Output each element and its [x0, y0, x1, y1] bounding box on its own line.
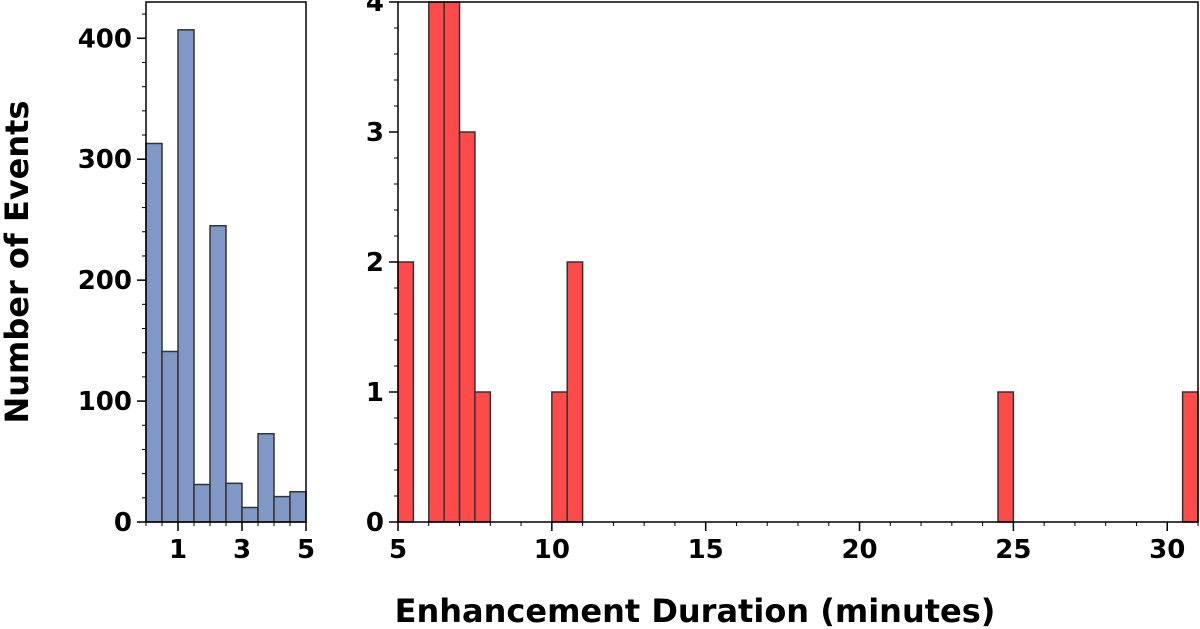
right-histogram-bar-3 [458, 131, 476, 523]
left-histogram-y-tick-label: 100 [78, 387, 132, 417]
right-histogram-bar-8 [1181, 391, 1199, 523]
left-histogram-y-tick-label: 200 [78, 266, 132, 296]
left-histogram-bar-8 [273, 495, 291, 523]
left-histogram-bar-4 [209, 224, 227, 523]
left-histogram-bar-0 [145, 142, 163, 523]
left-histogram-y-tick-label: 300 [78, 145, 132, 175]
right-histogram-x-tick-label: 10 [534, 535, 570, 565]
right-histogram-bar-0 [397, 261, 415, 523]
right-histogram-y-tick-label: 1 [366, 378, 384, 408]
left-histogram-bar-1 [161, 350, 179, 523]
left-histogram-bar-2 [177, 29, 195, 523]
x-axis-title: Enhancement Duration (minutes) [395, 592, 996, 629]
right-histogram-y-tick-label: 4 [366, 0, 384, 18]
left-histogram-x-tick-label: 1 [169, 535, 187, 565]
right-histogram-x-tick-label: 5 [389, 535, 407, 565]
left-histogram-x-tick-label: 5 [297, 535, 315, 565]
right-histogram-panel: 0 1 2 3 4 5 10 15 20 25 30 [366, 0, 1199, 565]
left-histogram-y-tick-label: 0 [114, 508, 132, 538]
right-histogram-bar-5 [551, 391, 568, 523]
left-histogram-bar-6 [241, 506, 259, 523]
right-histogram-x-tick-label: 30 [1149, 535, 1185, 565]
right-histogram-bar-7 [997, 391, 1015, 523]
right-histogram-x-tick-label: 15 [688, 535, 724, 565]
right-histogram-x-tick-label: 20 [841, 535, 877, 565]
right-histogram-bar-4 [474, 391, 492, 523]
right-histogram-bar-1 [428, 1, 445, 523]
left-histogram-bar-7 [257, 432, 275, 523]
right-histogram-bar-2 [443, 1, 461, 523]
y-axis-title: Number of Events [0, 100, 36, 423]
left-histogram-y-tick-label: 400 [78, 24, 132, 54]
right-histogram-frame [397, 1, 1199, 523]
right-histogram-x-tick-label: 25 [995, 535, 1031, 565]
left-histogram-x-tick-label: 3 [233, 535, 251, 565]
left-histogram-bar-3 [193, 483, 211, 523]
right-histogram-y-tick-label: 2 [366, 248, 384, 278]
right-histogram-bar-6 [566, 261, 584, 523]
right-histogram-y-tick-label: 0 [366, 508, 384, 538]
left-histogram-bar-9 [289, 491, 307, 523]
left-histogram-bar-5 [225, 482, 243, 523]
right-histogram-y-tick-label: 3 [366, 118, 384, 148]
left-histogram-panel: 0 100 200 300 400 1 3 5 [78, 1, 315, 565]
